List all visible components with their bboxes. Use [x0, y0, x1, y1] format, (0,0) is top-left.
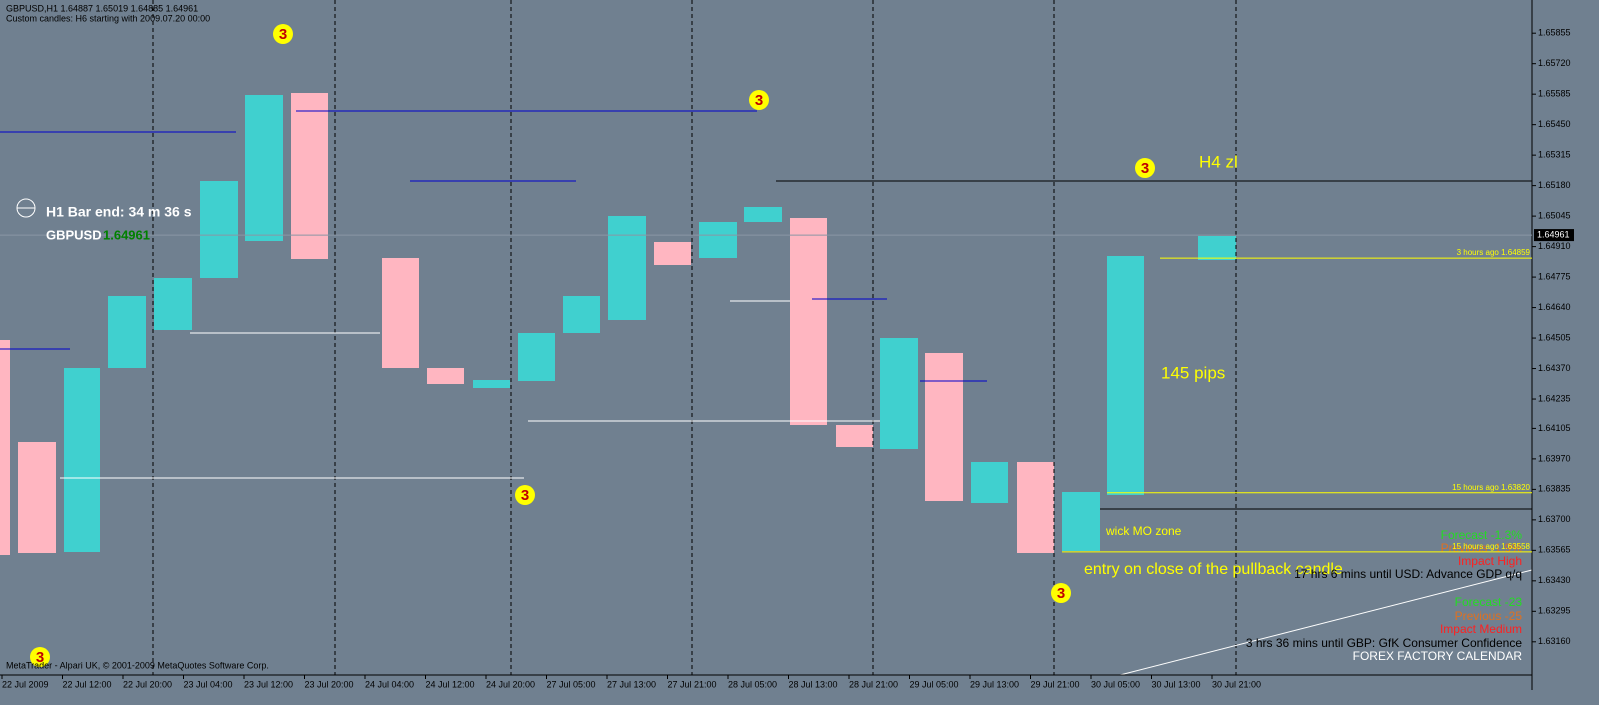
time-label: 30 Jul 05:00 [1091, 679, 1140, 689]
impact: Impact High [1458, 554, 1522, 568]
level-label: 3 hours ago 1.64859 [1457, 248, 1531, 257]
day-separators [152, 0, 1237, 675]
time-label: 28 Jul 21:00 [849, 679, 898, 689]
level-label: 15 hours ago 1.63558 [1452, 542, 1530, 551]
price-label: 1.65180 [1538, 180, 1571, 190]
level-label: 15 hours ago 1.63820 [1452, 483, 1530, 492]
wave-label: 3 [521, 487, 529, 504]
price-label: 1.64105 [1538, 423, 1571, 433]
symbol-line: GBPUSD,H1 1.64887 1.65019 1.64885 1.6496… [6, 3, 198, 13]
price-label: 1.64775 [1538, 271, 1571, 281]
calendar-title: FOREX FACTORY CALENDAR [1353, 649, 1523, 663]
bar-end: H1 Bar end: 34 m 36 s [46, 204, 192, 220]
time-label: 27 Jul 13:00 [607, 679, 656, 689]
current-price-box [1534, 229, 1574, 242]
impact: Impact Medium [1440, 622, 1522, 636]
header: GBPUSD,H1 1.64887 1.65019 1.64885 1.6496… [6, 3, 210, 23]
wave-label: 3 [1057, 585, 1065, 602]
time-label: 27 Jul 05:00 [547, 679, 596, 689]
wave-circle [30, 647, 50, 667]
price-label: 1.65720 [1538, 58, 1571, 68]
wave-markers: 3 3 3 3 3 3 [30, 24, 1155, 667]
h4-label: H4 zl [1199, 152, 1238, 171]
time-label: 23 Jul 20:00 [305, 679, 354, 689]
price-axis: 1.65855 1.65720 1.65585 1.65450 1.65315 1.651… [0, 0, 1574, 690]
entry-label: entry on close of the pullback candle [1084, 561, 1343, 578]
time-label: 28 Jul 05:00 [728, 679, 777, 689]
event: 3 hrs 36 mins until GBP: GfK Consumer Co… [1246, 636, 1522, 650]
bar-info: H1 Bar end: 34 m 36 s GBPUSD 1.64961 [16, 198, 192, 242]
price-label: 1.63160 [1538, 636, 1571, 646]
price-label: 1.64370 [1538, 363, 1571, 373]
wave-circle [749, 90, 769, 110]
forecast: Forecast -1.3% [1441, 528, 1523, 542]
wave-label: 3 [1141, 160, 1149, 177]
time-label: 22 Jul 2009 [2, 679, 49, 689]
previous: Previous -25 [1455, 609, 1523, 623]
price-label: 1.64505 [1538, 332, 1571, 342]
price-label: 1.63970 [1538, 453, 1571, 463]
time-label: 24 Jul 20:00 [486, 679, 535, 689]
wave-label: 3 [755, 92, 763, 109]
time-label: 28 Jul 13:00 [789, 679, 838, 689]
zones [0, 93, 1236, 555]
wave-circle [273, 24, 293, 44]
time-label: 30 Jul 13:00 [1152, 679, 1201, 689]
price-label: 1.64910 [1538, 241, 1571, 251]
price-label: 1.65855 [1538, 28, 1571, 38]
price-label: 1.65450 [1538, 119, 1571, 129]
time-label: 29 Jul 13:00 [970, 679, 1019, 689]
pivot-lines [0, 110, 1533, 676]
price-label: 1.64235 [1538, 393, 1571, 403]
wave-circle [1135, 158, 1155, 178]
price-label: 1.63700 [1538, 514, 1571, 524]
footer: MetaTrader - Alpari UK, © 2001-2009 Meta… [6, 660, 269, 670]
time-label: 22 Jul 20:00 [123, 679, 172, 689]
custom-line: Custom candles: H6 starting with 2009.07… [6, 13, 210, 23]
wave-circle [515, 485, 535, 505]
current-price: 1.64961 [1537, 229, 1570, 239]
time-label: 24 Jul 04:00 [365, 679, 414, 689]
annotations: H4 zl 145 pips wick MO zone entry on clo… [1084, 152, 1343, 578]
time-label: 30 Jul 21:00 [1212, 679, 1261, 689]
wave-label: 3 [36, 649, 44, 666]
price-label: 1.65315 [1538, 150, 1571, 160]
time-label: 27 Jul 21:00 [668, 679, 717, 689]
info-symbol: GBPUSD [46, 227, 102, 242]
forecast: Forecast -23 [1455, 595, 1523, 609]
pips-label: 145 pips [1161, 363, 1225, 382]
time-label: 24 Jul 12:00 [426, 679, 475, 689]
price-label: 1.63565 [1538, 545, 1571, 555]
time-label: 23 Jul 12:00 [244, 679, 293, 689]
wave-circle [1051, 583, 1071, 603]
time-label: 23 Jul 04:00 [184, 679, 233, 689]
price-label: 1.64640 [1538, 302, 1571, 312]
price-label: 1.65585 [1538, 89, 1571, 99]
wave-label: 3 [279, 26, 287, 43]
time-label: 29 Jul 21:00 [1031, 679, 1080, 689]
price-label: 1.63295 [1538, 606, 1571, 616]
price-label: 1.63430 [1538, 575, 1571, 585]
wick-label: wick MO zone [1105, 524, 1182, 538]
info-price: 1.64961 [103, 227, 150, 242]
price-label: 1.65045 [1538, 210, 1571, 220]
time-label: 22 Jul 12:00 [63, 679, 112, 689]
time-label: 29 Jul 05:00 [910, 679, 959, 689]
event: 17 hrs 6 mins until USD: Advance GDP q/q [1294, 567, 1522, 581]
price-label: 1.63835 [1538, 484, 1571, 494]
